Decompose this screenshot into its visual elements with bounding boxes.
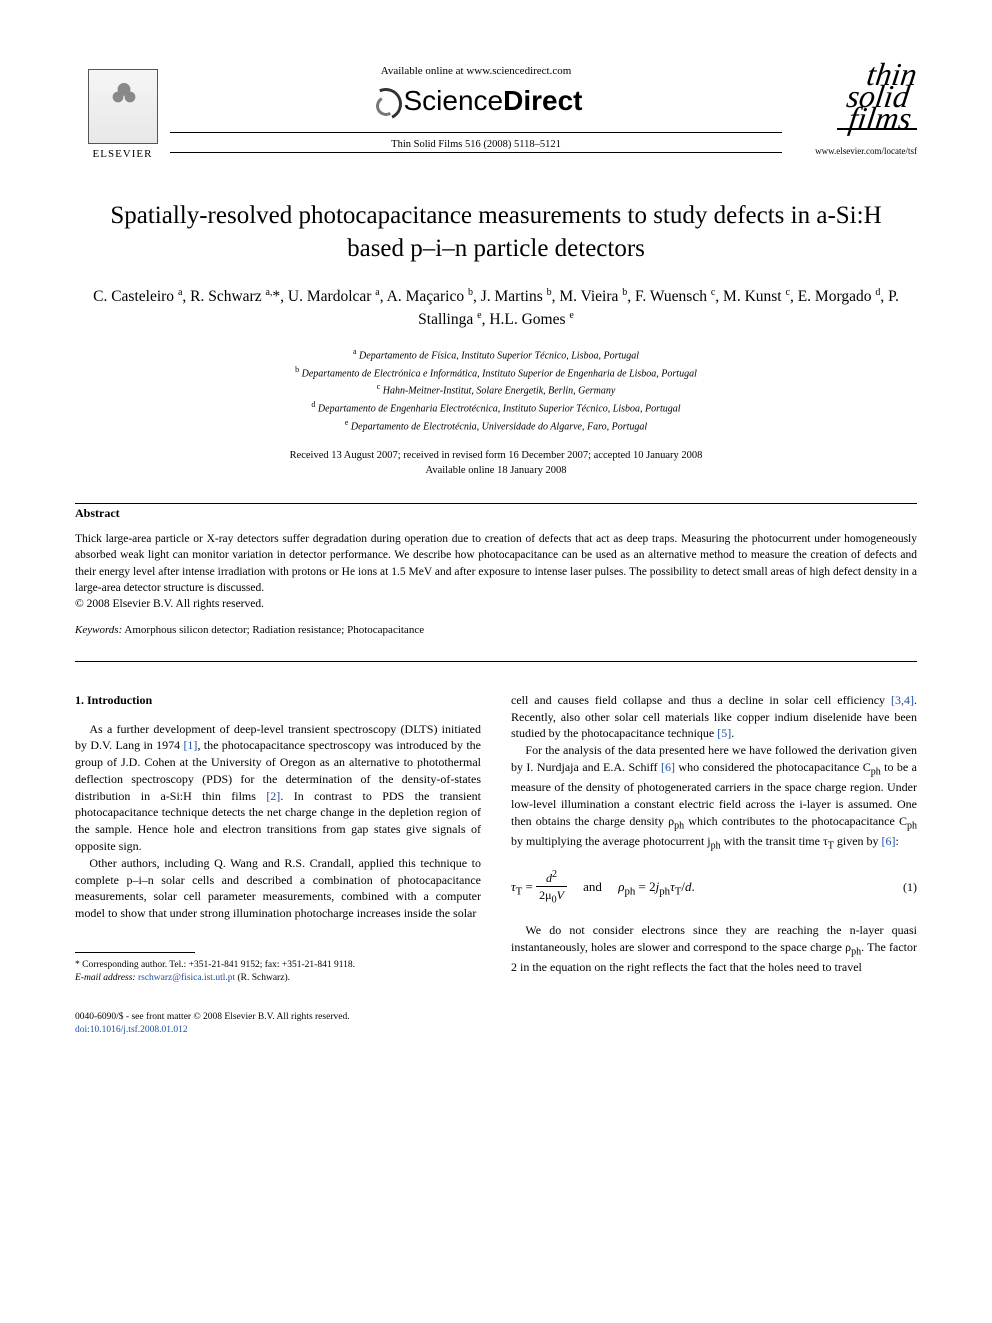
section1-heading: 1. Introduction: [75, 692, 481, 709]
ref-6a[interactable]: [6]: [661, 760, 675, 774]
header-rule-bottom: [170, 152, 782, 153]
affil-e: e Departamento de Electrotécnia, Univers…: [75, 417, 917, 435]
doi-link[interactable]: doi:10.1016/j.tsf.2008.01.012: [75, 1024, 481, 1037]
available-online-text: Available online at www.sciencedirect.co…: [170, 65, 782, 77]
intro-para1: As a further development of deep-level t…: [75, 721, 481, 855]
article-dates: Received 13 August 2007; received in rev…: [75, 449, 917, 478]
abstract-label: Abstract: [75, 506, 917, 521]
ref-1[interactable]: [1]: [183, 738, 197, 752]
journal-header: ELSEVIER Available online at www.science…: [75, 60, 917, 160]
journal-url[interactable]: www.elsevier.com/locate/tsf: [782, 146, 917, 156]
affiliations-block: a Departamento de Física, Instituto Supe…: [75, 346, 917, 435]
affil-a: a Departamento de Física, Instituto Supe…: [75, 346, 917, 364]
email-label: E-mail address:: [75, 973, 136, 983]
keywords-line: Keywords: Amorphous silicon detector; Ra…: [75, 624, 917, 636]
front-matter-line: 0040-6090/$ - see front matter © 2008 El…: [75, 1011, 481, 1024]
email-tail: (R. Schwarz).: [237, 973, 290, 983]
corresponding-author-footnote: * Corresponding author. Tel.: +351-21-84…: [75, 959, 481, 986]
sd-swoosh-icon: [370, 88, 400, 118]
authors-line: C. Casteleiro a, R. Schwarz a,*, U. Mard…: [85, 285, 907, 332]
dates-line1: Received 13 August 2007; received in rev…: [75, 449, 917, 464]
sd-brand-suffix: Direct: [503, 85, 582, 116]
body-columns: 1. Introduction As a further development…: [75, 692, 917, 1038]
center-header: Available online at www.sciencedirect.co…: [170, 60, 782, 155]
right-column: cell and causes field collapse and thus …: [511, 692, 917, 1038]
elsevier-logo: ELSEVIER: [75, 60, 170, 160]
footnote-rule: [75, 952, 195, 953]
intro-para4: For the analysis of the data presented h…: [511, 742, 917, 854]
header-rule-top: [170, 132, 782, 133]
intro-para2: Other authors, including Q. Wang and R.S…: [75, 855, 481, 922]
footer-meta: 0040-6090/$ - see front matter © 2008 El…: [75, 1011, 481, 1038]
abstract-text: Thick large-area particle or X-ray detec…: [75, 531, 917, 595]
footnote-line1: * Corresponding author. Tel.: +351-21-84…: [75, 959, 481, 972]
citation-line: Thin Solid Films 516 (2008) 5118–5121: [170, 139, 782, 150]
elsevier-label: ELSEVIER: [93, 148, 153, 160]
tsf-underline: [837, 128, 917, 130]
ref-2[interactable]: [2]: [266, 789, 280, 803]
journal-logo-block: thin solid films www.elsevier.com/locate…: [782, 60, 917, 156]
footnote-line2: E-mail address: rschwarz@fisica.ist.utl.…: [75, 972, 481, 985]
tsf-logo: thin solid films: [782, 60, 917, 138]
sciencedirect-logo: ScienceDirect: [170, 85, 782, 118]
sd-brand-prefix: Science: [404, 85, 504, 116]
intro-para5: We do not consider electrons since they …: [511, 922, 917, 976]
left-column: 1. Introduction As a further development…: [75, 692, 481, 1038]
affil-c: c Hahn-Meitner-Institut, Solare Energeti…: [75, 381, 917, 399]
intro-para3: cell and causes field collapse and thus …: [511, 692, 917, 742]
ref-6b[interactable]: [6]: [882, 834, 896, 848]
keywords-label: Keywords:: [75, 624, 122, 636]
equation-1: τT = d22μ0V and ρph = 2jphτT/d. (1): [511, 868, 917, 908]
dates-line2: Available online 18 January 2008: [75, 464, 917, 479]
equation-1-number: (1): [903, 879, 917, 896]
tsf-line3: films: [847, 106, 913, 130]
rule-above-abstract: [75, 503, 917, 504]
elsevier-tree-icon: [88, 69, 158, 144]
affil-d: d Departamento de Engenharia Electrotécn…: [75, 399, 917, 417]
keywords-text: Amorphous silicon detector; Radiation re…: [124, 624, 424, 636]
equation-1-content: τT = d22μ0V and ρph = 2jphτT/d.: [511, 868, 695, 908]
rule-below-abstract: [75, 661, 917, 662]
affil-b: b Departamento de Electrónica e Informát…: [75, 364, 917, 382]
article-title: Spatially-resolved photocapacitance meas…: [95, 200, 897, 265]
abstract-copyright: © 2008 Elsevier B.V. All rights reserved…: [75, 598, 917, 610]
abstract-section: Abstract Thick large-area particle or X-…: [75, 506, 917, 635]
ref-5[interactable]: [5]: [717, 726, 731, 740]
ref-3-4[interactable]: [3,4]: [891, 693, 914, 707]
corresponding-email[interactable]: rschwarz@fisica.ist.utl.pt: [138, 973, 235, 983]
